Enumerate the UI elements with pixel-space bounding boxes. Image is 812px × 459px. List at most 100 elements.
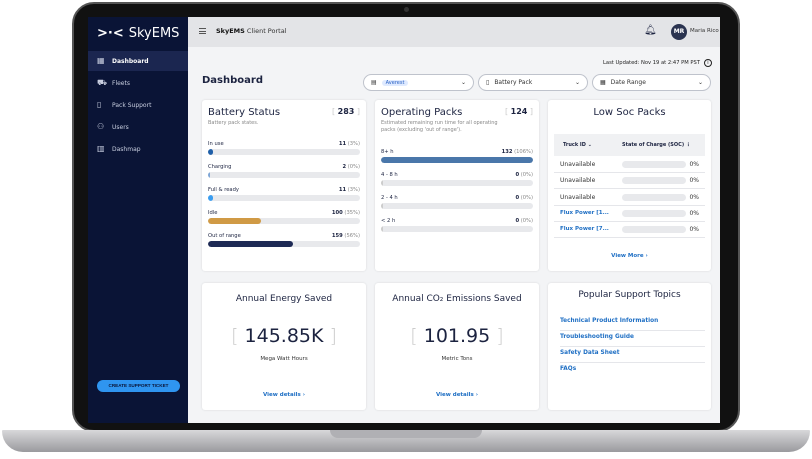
energy-unit: Mega Watt Hours (260, 356, 308, 362)
sidebar-item-dashboard[interactable]: ▦ Dashboard (88, 51, 188, 71)
sidebar-item-users[interactable]: ⚇ Users (88, 117, 188, 137)
soc-value: 0% (689, 193, 699, 201)
battery-icon: ▯ (486, 79, 490, 86)
last-updated-text: Last Updated: Nov 19 at 2:47 PM PST (603, 60, 700, 66)
view-details-link[interactable]: View details › (202, 392, 366, 398)
row-count: 132 (501, 149, 513, 155)
row-value: 2 (0%) (342, 164, 360, 170)
view-more-link[interactable]: View More › (548, 253, 711, 259)
battery-pack-label: Battery Pack (494, 79, 533, 86)
portal-title-text: Client Portal (246, 27, 287, 35)
soc-bar (622, 209, 686, 217)
sidebar-item-label: Dashboard (112, 57, 149, 65)
status-row: 2 - 4 h 0 (0%) (381, 195, 533, 212)
card-count: 124 (505, 107, 533, 116)
row-percent: (56%) (344, 233, 360, 239)
table-row: Flux Power [7... 0% (554, 222, 705, 239)
row-count: 0 (515, 218, 520, 224)
view-details-link[interactable]: View details › (375, 392, 539, 398)
row-value: 0 (0%) (515, 218, 533, 224)
support-topic-link[interactable]: Safety Data Sheet (560, 347, 705, 363)
org-filter[interactable]: ▤ Averest ⌄ (363, 74, 474, 91)
progress-bar (208, 195, 360, 201)
progress-bar (208, 172, 360, 178)
soc-value: 0% (689, 226, 699, 234)
create-support-ticket-button[interactable]: CREATE SUPPORT TICKET (97, 380, 180, 392)
co2-value: [ 101.95 ] (410, 325, 504, 347)
card-title: Annual Energy Saved (235, 294, 333, 304)
truck-id[interactable]: Flux Power [1... (560, 209, 609, 216)
sidebar-item-fleets[interactable]: ⛟ Fleets (88, 73, 188, 93)
row-percent: (0%) (347, 164, 360, 170)
portal-title-brand: SkyEMS (216, 27, 245, 35)
sidebar: >·< SkyEMS ▦ Dashboard ⛟ Fleets ▯ Pack Suppo… (88, 17, 188, 423)
truck-id[interactable]: Flux Power [7... (560, 226, 609, 233)
card-title: Popular Support Topics (578, 290, 681, 300)
table-row: Flux Power [1... 0% (554, 206, 705, 222)
row-label: Out of range (208, 233, 241, 239)
progress-fill (381, 157, 533, 163)
support-topic-link[interactable]: Technical Product Information (560, 315, 705, 331)
progress-fill (208, 149, 213, 155)
progress-bar (208, 218, 360, 224)
fleet-icon: ⛟ (97, 78, 108, 87)
calendar-icon: ▦ (600, 79, 606, 86)
status-row: 8+ h 132 (106%) (381, 149, 533, 166)
card-title: Battery Status (208, 107, 281, 118)
row-value: 132 (106%) (502, 149, 533, 155)
row-count: 100 (331, 210, 343, 216)
row-count: 159 (331, 233, 343, 239)
progress-bar (381, 180, 533, 186)
column-label: State of Charge (SOC) (622, 142, 685, 148)
status-row: Full & ready 11 (3%) (208, 187, 360, 204)
row-label: Charging (208, 164, 232, 170)
soc-value: 0% (689, 209, 699, 217)
row-percent: (0%) (520, 195, 533, 201)
camera (404, 7, 409, 12)
progress-bar (381, 157, 533, 163)
energy-value: [ 145.85K ] (231, 325, 337, 347)
logo[interactable]: >·< SkyEMS (97, 26, 179, 41)
low-soc-packs-card: Low Soc Packs Truck ID ⌄ State of Charge… (548, 100, 711, 271)
sidebar-item-dashmap[interactable]: ▥ Dashmap (88, 139, 188, 159)
progress-fill (208, 241, 294, 247)
avatar[interactable]: MR (671, 24, 687, 40)
logo-icon: >·< (97, 26, 124, 41)
view-more-label: View More (611, 253, 644, 259)
user-name[interactable]: Maria Rico (690, 28, 719, 34)
users-icon: ⚇ (97, 122, 105, 131)
sidebar-item-label: Dashmap (112, 145, 141, 153)
status-row: Charging 2 (0%) (208, 164, 360, 181)
sidebar-item-label: Fleets (112, 79, 130, 87)
date-range-label: Date Range (610, 79, 646, 86)
row-count: 2 (342, 164, 347, 170)
chevron-down-icon: ⌄ (697, 79, 703, 86)
support-topic-link[interactable]: Troubleshooting Guide (560, 331, 705, 347)
logo-text: SkyEMS (128, 26, 180, 41)
building-icon: ▤ (371, 79, 377, 86)
soc-bar (622, 161, 686, 168)
annual-energy-card: Annual Energy Saved [ 145.85K ] Mega Wat… (202, 283, 366, 410)
row-percent: (3%) (347, 141, 360, 147)
laptop-base (2, 430, 810, 452)
progress-bar (381, 203, 533, 209)
column-truck-id[interactable]: Truck ID ⌄ (563, 142, 592, 148)
map-icon: ▥ (97, 144, 105, 153)
truck-id: Unavailable (560, 177, 596, 185)
date-range-filter[interactable]: ▦ Date Range ⌄ (592, 74, 711, 91)
sidebar-item-pack-support[interactable]: ▯ Pack Support (88, 95, 188, 115)
row-percent: (106%) (514, 149, 533, 155)
status-row: Out of range 159 (56%) (208, 233, 360, 250)
row-value: 100 (35%) (332, 210, 360, 216)
support-topic-link[interactable]: FAQs (560, 366, 577, 372)
bell-icon[interactable]: 🔔︎ (644, 25, 657, 36)
truck-id: Unavailable (560, 193, 596, 201)
view-details-label: View details (262, 392, 301, 398)
card-title: Annual CO₂ Emissions Saved (392, 294, 522, 304)
battery-pack-filter[interactable]: ▯ Battery Pack ⌄ (478, 74, 588, 91)
card-subtitle: Estimated remaining run time for all ope… (381, 120, 498, 133)
column-soc[interactable]: State of Charge (SOC) ⋮ (622, 142, 691, 148)
progress-bar (208, 241, 360, 247)
menu-icon[interactable] (199, 28, 206, 34)
info-icon[interactable]: i (704, 59, 712, 67)
